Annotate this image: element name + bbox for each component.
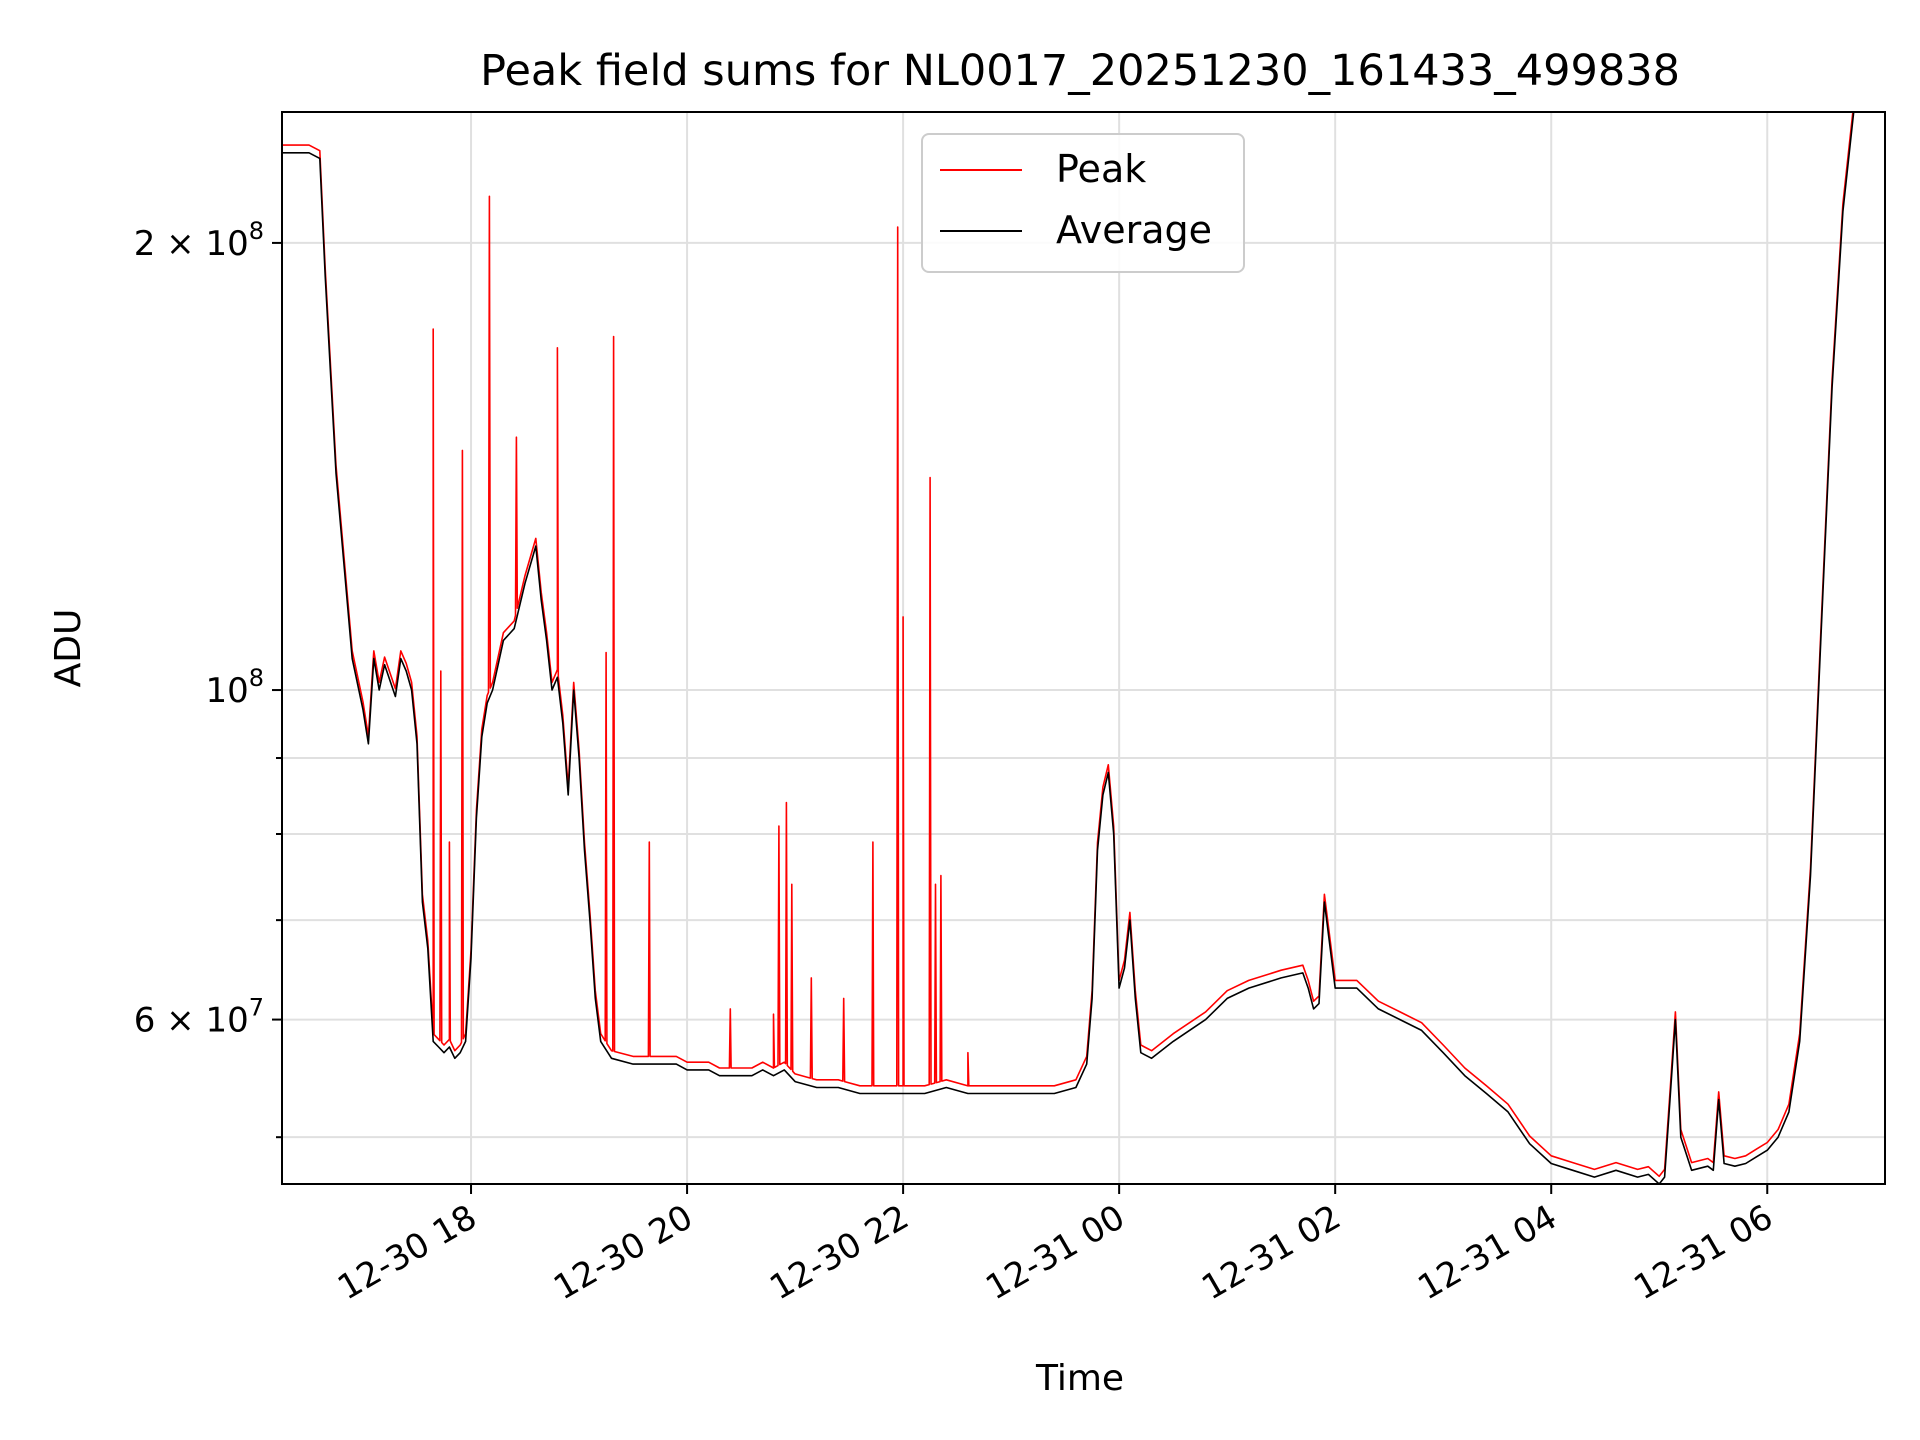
y-tick-base: 10: [205, 671, 248, 711]
series-line-average: [282, 112, 1855, 1184]
y-tick-label: 108: [205, 664, 264, 711]
series-group: [282, 112, 1855, 1184]
plot-area: [282, 112, 1855, 1184]
y-tick-label: 6 × 107: [134, 994, 264, 1041]
y-tick-base: 2 × 10: [134, 224, 249, 264]
y-tick-exponent: 8: [249, 217, 264, 245]
y-axis-label: ADU: [48, 609, 89, 688]
x-axis-label: Time: [1035, 1358, 1124, 1399]
legend-peak-label: Peak: [1056, 147, 1146, 191]
y-tick-exponent: 8: [249, 664, 264, 692]
chart-title: Peak field sums for NL0017_20251230_1614…: [480, 46, 1680, 96]
legend-box: [921, 133, 1245, 273]
legend-average-label: Average: [1056, 208, 1212, 252]
series-line-peak: [282, 112, 1854, 1178]
y-tick-base: 6 × 10: [134, 1001, 249, 1041]
axes-frame: [281, 111, 1886, 1185]
y-tick-label: 2 × 108: [134, 217, 264, 264]
legend: Peak Average: [921, 133, 1245, 273]
y-tick-exponent: 7: [249, 994, 264, 1022]
